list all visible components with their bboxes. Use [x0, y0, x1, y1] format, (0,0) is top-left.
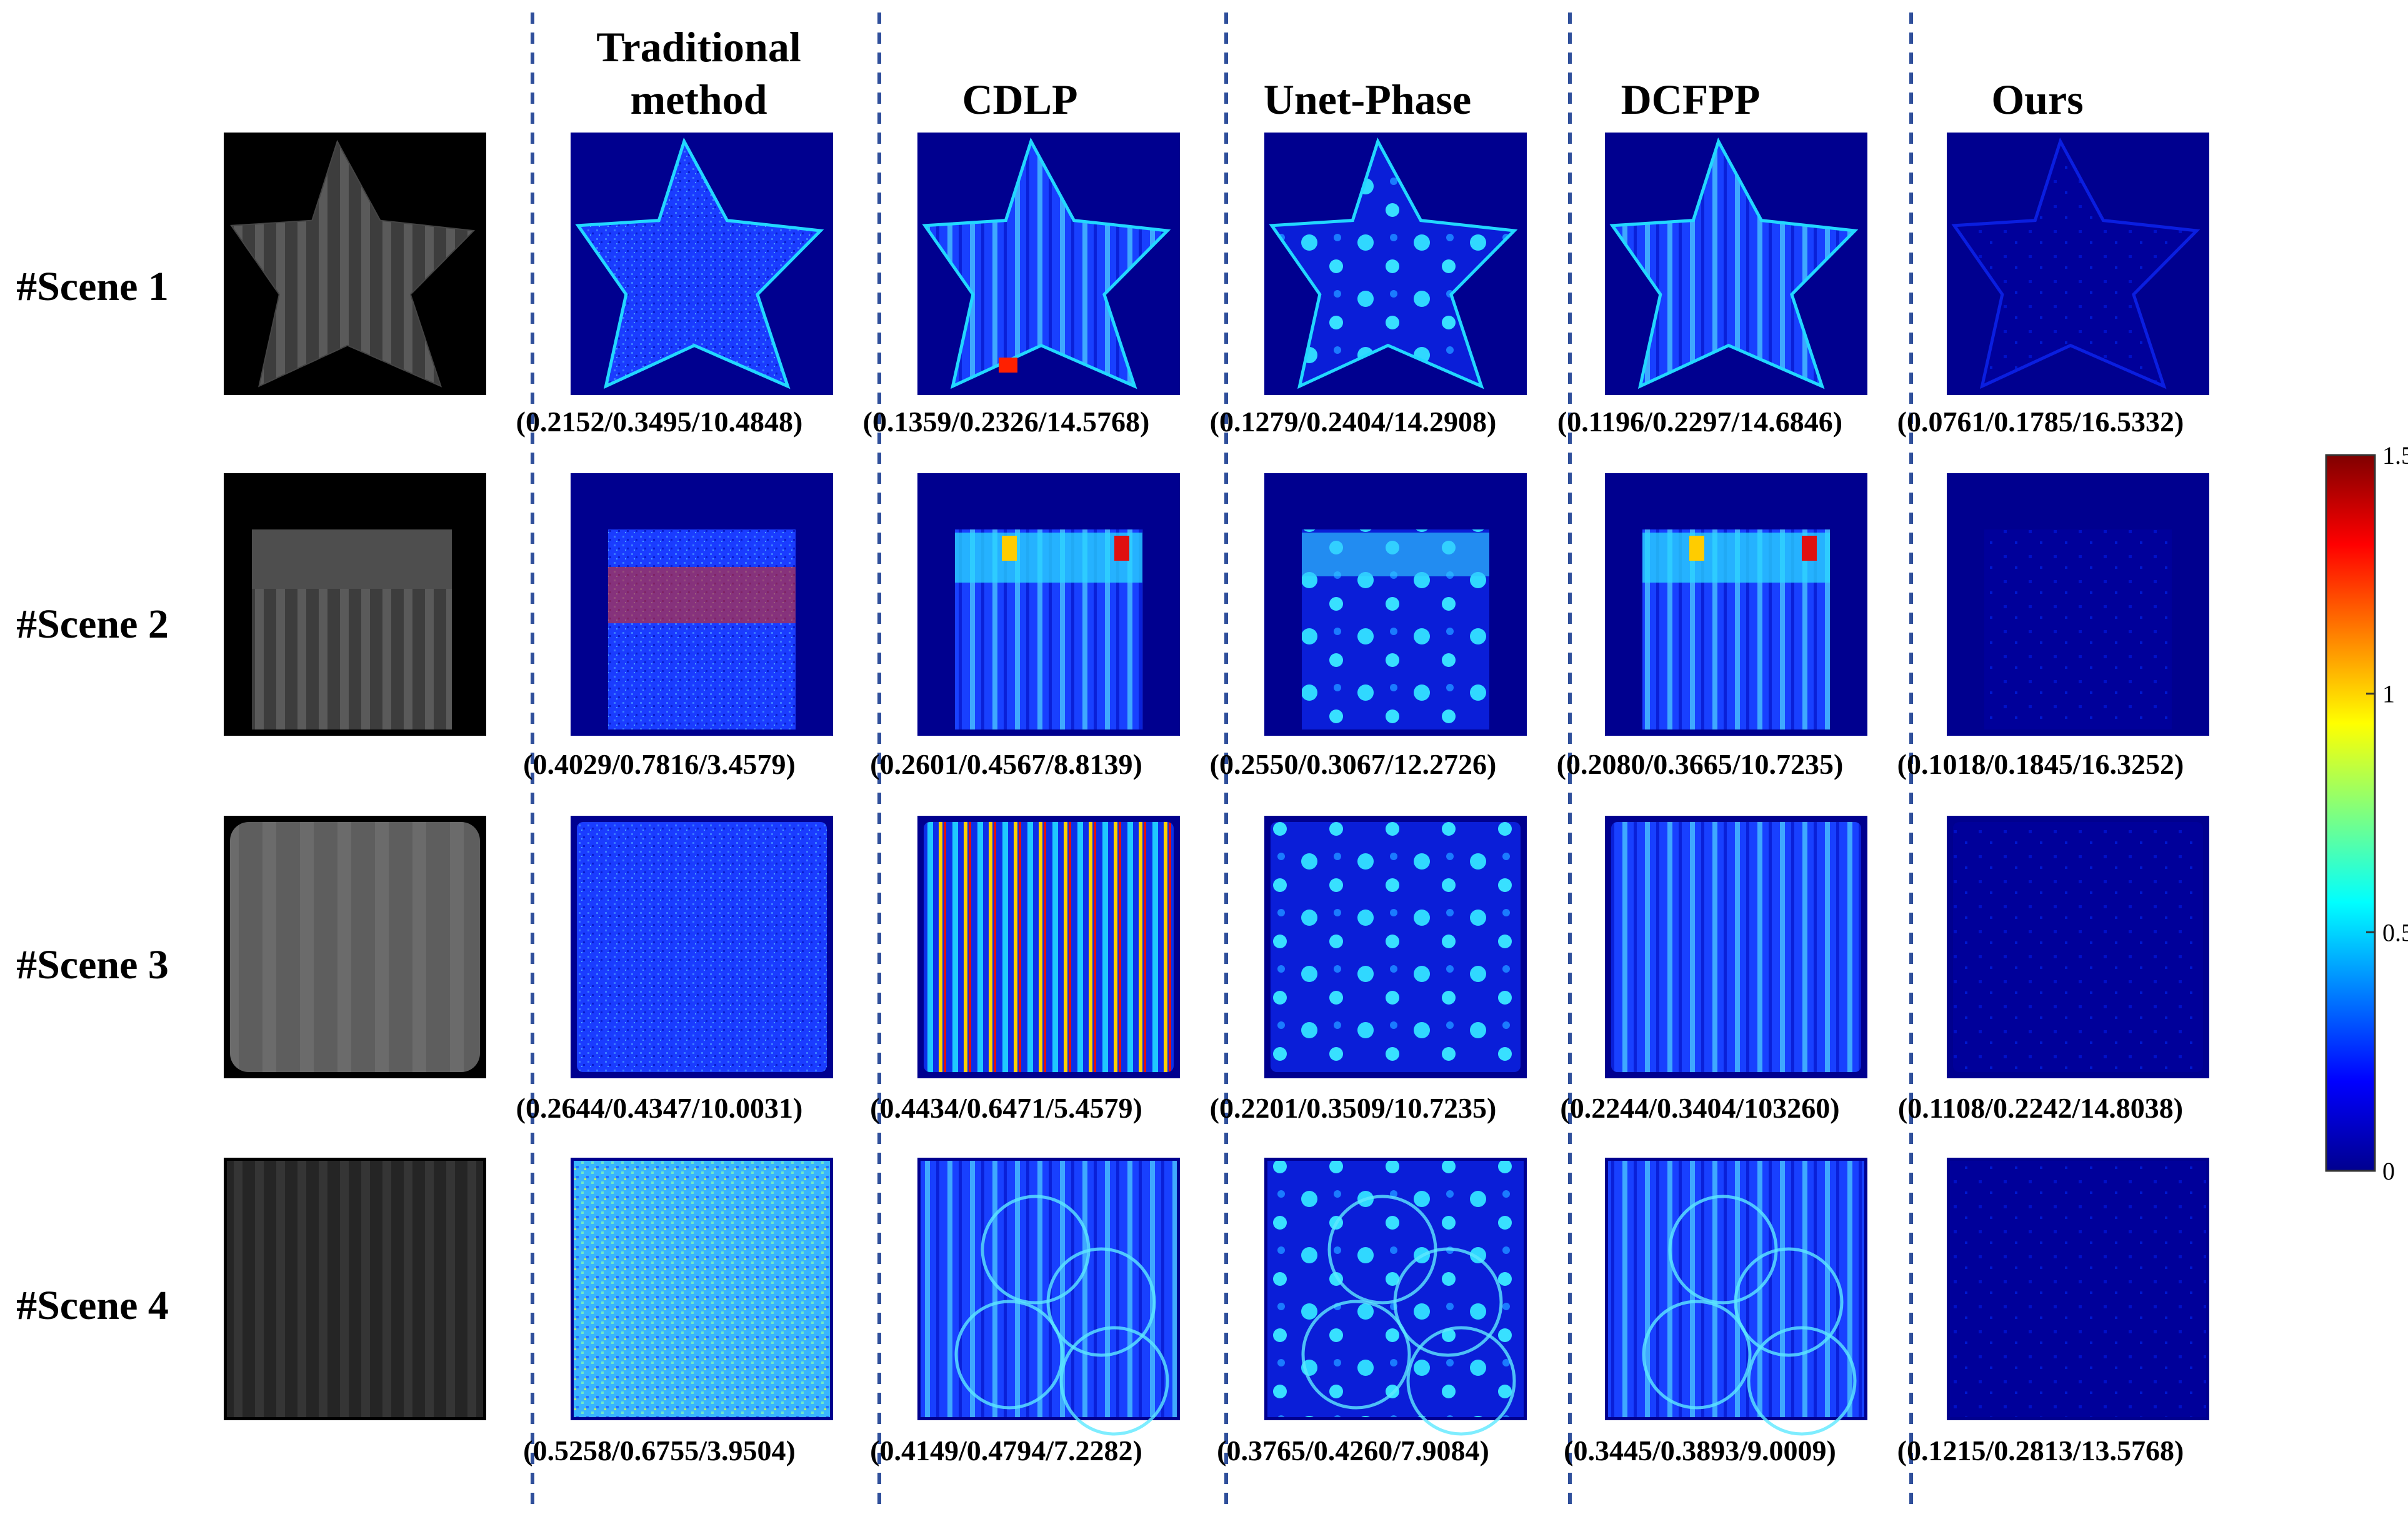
metric-scene-2-dcfpp: (0.2080/0.3665/10.7235) — [1557, 748, 1844, 780]
error-map-ours-scene-4 — [1947, 1158, 2209, 1420]
header-ours: Ours — [1991, 76, 2083, 123]
input-image-scene-3 — [224, 816, 486, 1078]
metric-scene-4-dcfpp: (0.3445/0.3893/9.0009) — [1564, 1435, 1836, 1466]
error-map-traditional-scene-2 — [571, 473, 833, 736]
row-label-scene-4: #Scene 4 — [16, 1283, 169, 1328]
error-map-unet-phase-scene-2 — [1264, 473, 1527, 736]
header-traditional-line1: Traditional — [596, 23, 801, 71]
metric-scene-4-traditional: (0.5258/0.6755/3.9504) — [523, 1435, 796, 1466]
metric-scene-3-ours: (0.1108/0.2242/14.8038) — [1898, 1092, 2183, 1124]
input-image-scene-4 — [224, 1158, 486, 1420]
error-map-dcfpp-scene-1 — [1605, 133, 1867, 395]
header-cdlp: CDLP — [962, 76, 1077, 123]
scene-row-2: (0.4029/0.7816/3.4579) (0.2601/0.4567/8.8… — [224, 473, 2209, 780]
header-traditional-line2: method — [630, 76, 767, 123]
error-map-unet-phase-scene-3 — [1264, 816, 1527, 1078]
error-map-cdlp-scene-1 — [917, 133, 1180, 395]
error-map-ours-scene-2 — [1947, 473, 2209, 736]
input-image-scene-2 — [224, 473, 486, 736]
header-dcfpp: DCFPP — [1621, 76, 1761, 123]
error-map-ours-scene-3 — [1947, 816, 2209, 1078]
metric-scene-1-ours: (0.0761/0.1785/16.5332) — [1897, 406, 2184, 438]
metric-scene-2-unet-phase: (0.2550/0.3067/12.2726) — [1210, 748, 1497, 780]
metric-scene-2-traditional: (0.4029/0.7816/3.4579) — [523, 748, 796, 780]
error-map-traditional-scene-3 — [571, 816, 833, 1078]
error-map-dcfpp-scene-4 — [1605, 1158, 1867, 1436]
metric-scene-1-dcfpp: (0.1196/0.2297/14.6846) — [1557, 406, 1842, 438]
row-labels: #Scene 1 #Scene 2 #Scene 3 #Scene 4 — [16, 264, 169, 1328]
error-map-cdlp-scene-3 — [917, 816, 1180, 1078]
colorbar-tick-label: 0.5 — [2382, 918, 2408, 946]
metric-scene-3-cdlp: (0.4434/0.6471/5.4579) — [870, 1092, 1142, 1124]
error-map-ours-scene-1 — [1947, 133, 2209, 395]
row-label-scene-2: #Scene 2 — [16, 601, 169, 647]
error-map-cdlp-scene-2 — [917, 473, 1180, 736]
row-label-scene-1: #Scene 1 — [16, 264, 169, 309]
column-headers: Traditional method CDLP Unet-Phase DCFPP Ours — [596, 23, 2083, 123]
header-unet-phase: Unet-Phase — [1264, 76, 1471, 123]
colorbar: 1.5 1 0.5 0 — [2325, 441, 2408, 1185]
metric-scene-4-ours: (0.1215/0.2813/13.5768) — [1897, 1435, 2184, 1466]
metric-scene-2-cdlp: (0.2601/0.4567/8.8139) — [870, 748, 1142, 780]
scene-row-1: (0.2152/0.3495/10.4848) (0.1359/0.2326/14… — [224, 133, 2209, 438]
image-grid: (0.2152/0.3495/10.4848) (0.1359/0.2326/14… — [224, 133, 2209, 1466]
scene-row-4: (0.5258/0.6755/3.9504) (0.4149/0.4794/7.2… — [224, 1158, 2209, 1466]
error-map-unet-phase-scene-4 — [1264, 1158, 1527, 1436]
metric-scene-4-unet-phase: (0.3765/0.4260/7.9084) — [1217, 1435, 1489, 1466]
column-separators — [531, 13, 1913, 1513]
input-image-scene-1 — [224, 133, 486, 395]
metric-scene-1-traditional: (0.2152/0.3495/10.4848) — [516, 406, 803, 438]
metric-scene-3-traditional: (0.2644/0.4347/10.0031) — [516, 1092, 803, 1124]
error-map-traditional-scene-1 — [571, 133, 833, 395]
error-map-dcfpp-scene-2 — [1605, 473, 1867, 736]
error-map-dcfpp-scene-3 — [1605, 816, 1867, 1078]
row-label-scene-3: #Scene 3 — [16, 942, 169, 988]
colorbar-tick-label: 1.5 — [2382, 441, 2408, 469]
colorbar-tick-label: 1 — [2382, 680, 2395, 708]
error-map-traditional-scene-4 — [571, 1158, 833, 1420]
colorbar-scale — [2325, 454, 2376, 1172]
metric-scene-1-cdlp: (0.1359/0.2326/14.5768) — [863, 406, 1150, 438]
colorbar-tick-label: 0 — [2382, 1157, 2395, 1185]
metric-scene-3-unet-phase: (0.2201/0.3509/10.7235) — [1210, 1092, 1497, 1124]
metric-scene-3-dcfpp: (0.2244/0.3404/103260) — [1560, 1092, 1839, 1124]
scene-row-3: (0.2644/0.4347/10.0031) (0.4434/0.6471/5.… — [224, 816, 2209, 1124]
metric-scene-2-ours: (0.1018/0.1845/16.3252) — [1897, 748, 2184, 780]
error-map-cdlp-scene-4 — [917, 1158, 1180, 1436]
error-map-unet-phase-scene-1 — [1264, 133, 1527, 395]
metric-scene-4-cdlp: (0.4149/0.4794/7.2282) — [870, 1435, 1142, 1466]
metric-scene-1-unet-phase: (0.1279/0.2404/14.2908) — [1210, 406, 1497, 438]
